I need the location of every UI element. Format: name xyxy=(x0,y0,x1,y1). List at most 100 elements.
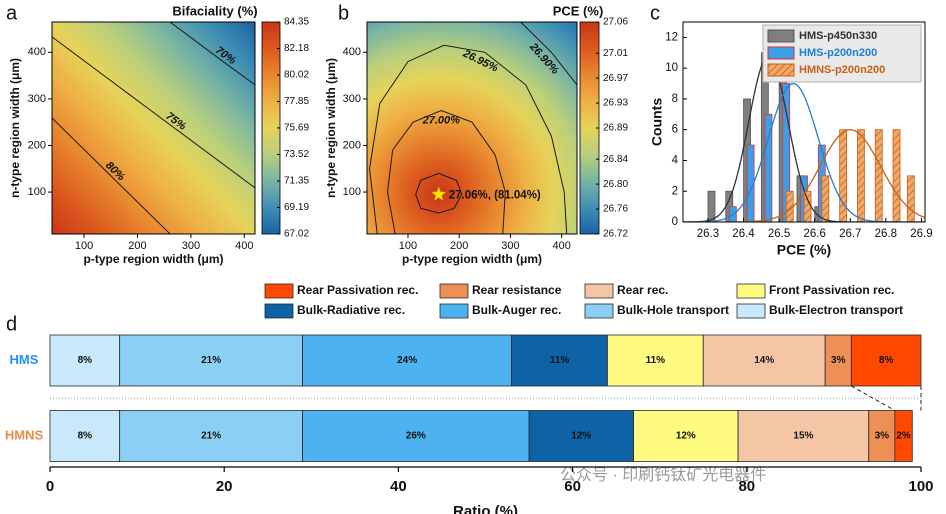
bar xyxy=(707,190,716,223)
colorbar-tick-label: 69.19 xyxy=(284,202,309,213)
category-label: HMNS xyxy=(5,427,44,442)
plot-frame xyxy=(366,21,578,235)
legend-swatch xyxy=(767,29,795,43)
y-axis-label: n-type region width (μm) xyxy=(8,58,22,198)
y-tick-label: 2 xyxy=(672,185,678,197)
y-tick-label: 6 xyxy=(672,124,678,136)
contour-line xyxy=(52,117,171,234)
panel-letter: b xyxy=(338,2,349,24)
legend-swatch xyxy=(264,303,294,319)
y-tick-label: 400 xyxy=(28,46,46,58)
value-label: 21% xyxy=(201,431,221,442)
bar xyxy=(892,129,901,223)
y-tick-label: 200 xyxy=(28,139,46,151)
value-label: 2% xyxy=(896,431,911,442)
x-tick-label: 300 xyxy=(501,240,519,252)
value-label: 11% xyxy=(550,355,570,366)
bar xyxy=(839,129,848,223)
legend-label: HMS-p200n200 xyxy=(799,47,877,59)
colorbar-tick-label: 80.02 xyxy=(284,70,309,81)
contour-label: 27.00% xyxy=(422,114,461,126)
value-label: 8% xyxy=(78,355,93,366)
bar-segment xyxy=(607,334,704,387)
x-tick-label: 26.5 xyxy=(768,228,790,240)
bar-segment xyxy=(119,334,303,387)
colorbar-tick-label: 26.93 xyxy=(603,98,628,109)
value-label: 3% xyxy=(831,355,846,366)
x-tick-label: 400 xyxy=(235,240,253,252)
value-label: 8% xyxy=(879,355,894,366)
colorbar-tick-label: 26.84 xyxy=(603,154,628,165)
x-tick-label: 200 xyxy=(450,240,468,252)
contour-line xyxy=(369,44,568,234)
x-tick-label: 100 xyxy=(399,240,417,252)
category-label: HMS xyxy=(10,352,39,367)
bar-segment xyxy=(737,410,870,462)
contour-line xyxy=(52,36,255,189)
fit-curve xyxy=(683,55,925,222)
y-tick-label: 12 xyxy=(665,31,678,43)
legend-swatch xyxy=(767,63,795,77)
panel-letter: c xyxy=(650,2,660,24)
x-axis-label: p-type region width (μm) xyxy=(402,252,542,266)
optimum-label: 27.06%, (81.04%) xyxy=(449,189,541,201)
legend-label: Front Passivation rec. xyxy=(769,283,894,297)
watermark: 公众号 · 印刷钙钛矿光电器件 xyxy=(560,466,766,484)
colorbar-tick-label: 77.85 xyxy=(284,96,309,107)
y-tick-label: 0 xyxy=(672,216,678,228)
colorbar-tick-label: 26.89 xyxy=(603,123,628,134)
colorbar-tick-label: 84.35 xyxy=(284,17,309,28)
y-tick-label: 8 xyxy=(672,93,678,105)
legend-label: HMS-p450n330 xyxy=(799,30,877,42)
y-axis-label: n-type region width (μm) xyxy=(324,58,338,198)
x-tick-label: 100 xyxy=(75,240,93,252)
y-tick-label: 4 xyxy=(672,154,679,166)
x-tick-label: 100 xyxy=(908,478,933,495)
x-tick-label: 40 xyxy=(390,478,407,495)
legend-swatch xyxy=(264,283,294,299)
y-tick-label: 400 xyxy=(343,46,361,58)
legend-swatch xyxy=(439,303,469,319)
colorbar-tick-label: 67.02 xyxy=(284,229,309,240)
x-axis-label: Ratio (%) xyxy=(453,503,518,514)
colorbar-tick-label: 26.72 xyxy=(603,229,628,240)
x-axis-label: p-type region width (μm) xyxy=(84,252,224,266)
x-tick-label: 60 xyxy=(564,478,581,495)
value-label: 12% xyxy=(571,431,591,442)
chart-title: PCE (%) xyxy=(553,3,604,18)
y-tick-label: 300 xyxy=(28,93,46,105)
legend-label: Bulk-Radiative rec. xyxy=(297,303,405,317)
legend-label: Rear resistance xyxy=(472,283,562,297)
x-tick-label: 26.6 xyxy=(803,228,825,240)
value-label: 15% xyxy=(793,431,813,442)
value-label: 14% xyxy=(754,355,774,366)
x-tick-label: 200 xyxy=(128,240,146,252)
colorbar-tick-label: 26.97 xyxy=(603,73,628,84)
value-label: 24% xyxy=(397,355,417,366)
x-tick-label: 26.3 xyxy=(697,228,719,240)
value-label: 26% xyxy=(406,431,426,442)
contour-line xyxy=(520,22,577,86)
bar-segment xyxy=(302,410,530,462)
bar xyxy=(906,175,915,223)
legend-swatch xyxy=(767,46,795,60)
legend-label: Bulk-Hole transport xyxy=(617,303,729,317)
y-tick-label: 100 xyxy=(343,186,361,198)
colorbar-tick-label: 73.52 xyxy=(284,149,309,160)
value-label: 21% xyxy=(201,355,221,366)
legend-swatch xyxy=(584,283,614,299)
bar-segment xyxy=(119,410,303,462)
x-tick-label: 20 xyxy=(216,478,233,495)
colorbar-tick-label: 27.01 xyxy=(603,48,628,59)
legend-swatch xyxy=(736,303,766,319)
legend-label: Rear rec. xyxy=(617,283,668,297)
x-tick-label: 26.7 xyxy=(839,228,861,240)
x-tick-label: 300 xyxy=(182,240,200,252)
x-tick-label: 26.4 xyxy=(732,228,755,240)
y-tick-label: 100 xyxy=(28,186,46,198)
panel-letter: d xyxy=(6,313,17,335)
legend-swatch xyxy=(736,283,766,299)
y-tick-label: 200 xyxy=(343,139,361,151)
x-axis-label: PCE (%) xyxy=(777,242,831,258)
legend-label: Bulk-Auger rec. xyxy=(472,303,561,317)
